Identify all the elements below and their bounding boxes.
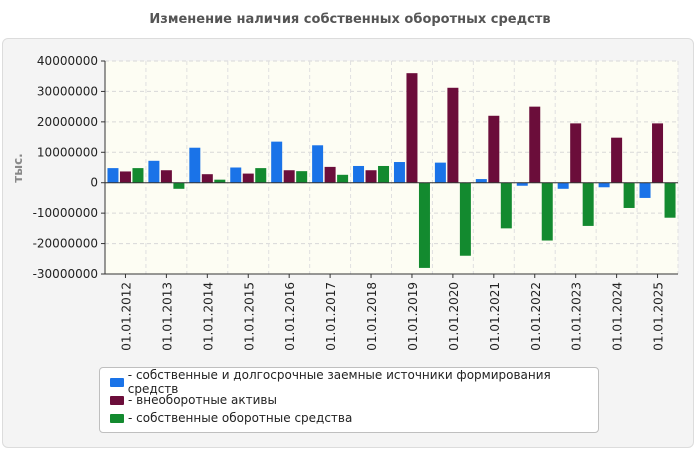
bar-fixed-assets: [365, 170, 377, 183]
bar-working-capital: [582, 182, 594, 226]
bar-sources: [312, 145, 324, 183]
chart-title: Изменение наличия собственных оборотных …: [149, 12, 551, 27]
legend-item-sources: - собственные и долгосрочные заемные ист…: [110, 368, 598, 396]
bar-working-capital: [173, 182, 185, 189]
bar-sources: [557, 182, 569, 189]
y-tick-label: 20000000: [37, 115, 98, 129]
bar-fixed-assets: [488, 115, 500, 183]
x-tick-label: 01.01.2020: [447, 282, 461, 351]
bar-working-capital: [255, 168, 267, 183]
legend-swatch-fixed-assets: [110, 395, 124, 405]
bar-fixed-assets: [283, 170, 295, 183]
bar-working-capital: [418, 182, 430, 268]
x-tick-label: 01.01.2023: [570, 282, 584, 351]
x-tick-label: 01.01.2021: [488, 282, 502, 351]
x-tick-label: 01.01.2014: [201, 282, 215, 351]
bar-working-capital: [378, 165, 390, 183]
y-tick-label: 40000000: [37, 54, 98, 68]
y-tick-label: -20000000: [33, 237, 98, 251]
bar-working-capital: [623, 182, 635, 208]
bar-sources: [107, 168, 119, 183]
bar-fixed-assets: [570, 123, 582, 183]
legend-swatch-working-capital: [110, 413, 124, 423]
bar-fixed-assets: [652, 123, 664, 183]
bar-fixed-assets: [406, 73, 418, 183]
y-axis-label: тыс.: [11, 153, 25, 182]
bar-fixed-assets: [324, 166, 336, 183]
y-tick-label: 0: [90, 176, 98, 190]
bar-working-capital: [459, 182, 471, 256]
bar-sources: [148, 160, 160, 183]
legend-label-sources: - собственные и долгосрочные заемные ист…: [127, 368, 551, 396]
bar-fixed-assets: [201, 174, 213, 183]
bar-sources: [434, 162, 446, 183]
legend-label-working-capital: - собственные оборотные средства: [128, 411, 353, 425]
bar-sources: [598, 182, 610, 188]
x-tick-label: 01.01.2024: [611, 282, 625, 351]
x-tick-label: 01.01.2012: [119, 282, 133, 351]
bar-working-capital: [500, 182, 512, 229]
bar-sources: [271, 141, 283, 183]
legend-item-fixed-assets: - внеоборотные активы: [110, 391, 598, 409]
bar-fixed-assets: [160, 170, 172, 183]
chart-legend: - собственные и долгосрочные заемные ист…: [99, 367, 599, 433]
legend-swatch-sources: [110, 377, 124, 387]
bar-working-capital: [214, 179, 226, 183]
bar-sources: [393, 162, 405, 183]
bar-sources: [189, 147, 201, 183]
bar-sources: [639, 182, 651, 198]
bar-working-capital: [296, 171, 308, 183]
x-tick-label: 01.01.2022: [529, 282, 543, 351]
bar-fixed-assets: [242, 173, 254, 183]
x-tick-label: 01.01.2016: [283, 282, 297, 351]
legend-item-working-capital: - собственные оборотные средства: [110, 409, 598, 427]
x-tick-label: 01.01.2017: [324, 282, 338, 351]
x-tick-label: 01.01.2019: [406, 282, 420, 351]
bar-sources: [475, 179, 487, 183]
bar-fixed-assets: [447, 87, 459, 183]
y-tick-label: -30000000: [33, 267, 98, 281]
bar-sources: [516, 182, 528, 186]
bar-sources: [353, 165, 365, 183]
y-tick-label: -10000000: [33, 206, 98, 220]
y-tick-label: 30000000: [37, 84, 98, 98]
x-tick-label: 01.01.2018: [365, 282, 379, 351]
bar-fixed-assets: [119, 171, 131, 183]
bar-working-capital: [337, 174, 349, 183]
bar-fixed-assets: [611, 137, 623, 183]
bar-working-capital: [541, 182, 553, 241]
x-tick-label: 01.01.2025: [652, 282, 666, 351]
bar-working-capital: [664, 182, 676, 218]
x-tick-label: 01.01.2015: [242, 282, 256, 351]
bar-working-capital: [132, 168, 144, 183]
bar-fixed-assets: [529, 106, 541, 183]
bar-sources: [230, 167, 242, 183]
x-tick-label: 01.01.2013: [160, 282, 174, 351]
legend-label-fixed-assets: - внеоборотные активы: [128, 393, 277, 407]
y-tick-label: 10000000: [37, 145, 98, 159]
